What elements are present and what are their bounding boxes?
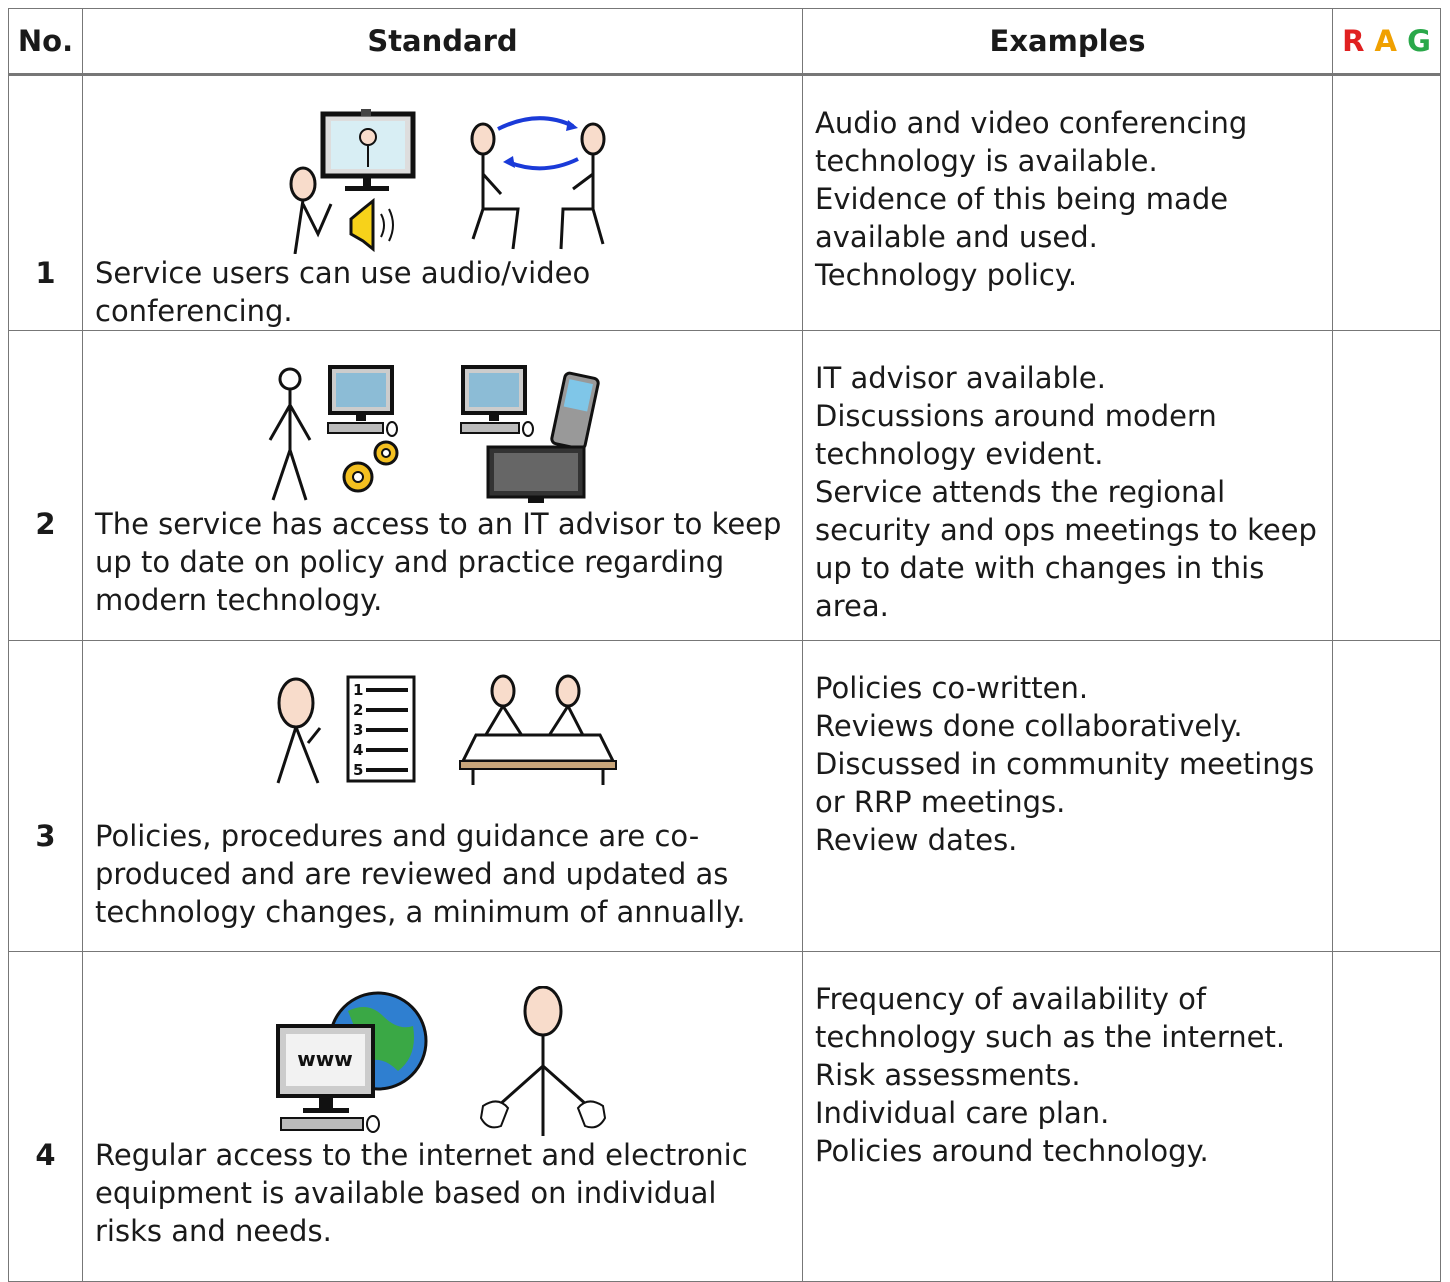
header-standard: Standard xyxy=(82,8,803,76)
list-number: 3 xyxy=(353,721,363,739)
row: 1 Service users can use audio/video conf… xyxy=(8,74,1441,331)
icon-policy-list: 1 2 3 4 5 xyxy=(276,675,415,784)
icon-devices xyxy=(459,365,600,503)
rag-cell xyxy=(1332,330,1441,641)
icon-talking xyxy=(470,116,605,250)
rag-cell xyxy=(1332,74,1441,331)
standard-cell: 1 2 3 4 5 Policies, procedures and guida… xyxy=(82,640,803,952)
example: Frequency of availability of technology … xyxy=(815,982,1286,1054)
standard-cell: The service has access to an IT advisor … xyxy=(82,330,803,641)
icon-it-advisor xyxy=(268,365,398,501)
example: Risk assessments. xyxy=(815,1058,1081,1092)
standard-cell: Service users can use audio/video confer… xyxy=(82,74,803,331)
list-number: 1 xyxy=(353,681,363,699)
list-number: 5 xyxy=(353,761,363,779)
row: 2 The service has access to an IT adviso… xyxy=(8,330,1441,641)
icon-text: www xyxy=(297,1047,352,1071)
header-rag: R A G xyxy=(1332,8,1441,76)
icon-internet: www xyxy=(275,991,427,1133)
examples-cell: Frequency of availability of technology … xyxy=(802,951,1333,1282)
example: Evidence of this being made available an… xyxy=(815,182,1229,254)
icon-co-production xyxy=(458,674,617,785)
icon-person xyxy=(479,986,606,1136)
rag-g: G xyxy=(1407,24,1431,58)
icons: 1 2 3 4 5 xyxy=(95,641,790,817)
example: Technology policy. xyxy=(815,258,1078,292)
row-number: 1 xyxy=(8,74,83,331)
icons: www xyxy=(95,952,790,1136)
example: Discussed in community meetings or RRP m… xyxy=(815,747,1315,819)
row-number: 4 xyxy=(8,951,83,1282)
example: Review dates. xyxy=(815,823,1018,857)
example: Audio and video conferencing technology … xyxy=(815,106,1248,178)
standard-text: Service users can use audio/video confer… xyxy=(95,256,591,328)
examples-cell: Policies co-written. Reviews done collab… xyxy=(802,640,1333,952)
standard-text: Regular access to the internet and elect… xyxy=(95,1138,748,1248)
rag-cell xyxy=(1332,640,1441,952)
standard-text: Policies, procedures and guidance are co… xyxy=(95,819,746,929)
examples-cell: Audio and video conferencing technology … xyxy=(802,74,1333,331)
icon-conference xyxy=(289,109,415,254)
rag-a: A xyxy=(1374,24,1397,58)
example: Reviews done collaboratively. xyxy=(815,709,1243,743)
examples-cell: IT advisor available. Discussions around… xyxy=(802,330,1333,641)
icons xyxy=(95,76,790,254)
example: Individual care plan. xyxy=(815,1096,1110,1130)
rag-cell xyxy=(1332,951,1441,1282)
icons xyxy=(95,331,790,505)
example: Policies around technology. xyxy=(815,1134,1209,1168)
row-number: 2 xyxy=(8,330,83,641)
rag-r: R xyxy=(1342,24,1365,58)
header-row: No. Standard Examples R A G xyxy=(8,8,1441,76)
standard-cell: www Regular access to the internet and e… xyxy=(82,951,803,1282)
row: 3 1 2 3 4 5 Policies, procedures and gui… xyxy=(8,640,1441,952)
page: No. Standard Examples R A G 1 Service us… xyxy=(8,8,1441,1282)
header-examples: Examples xyxy=(802,8,1333,76)
header-no: No. xyxy=(8,8,83,76)
example: IT advisor available. xyxy=(815,361,1106,395)
list-number: 2 xyxy=(353,701,363,719)
example: Policies co-written. xyxy=(815,671,1089,705)
row-number: 3 xyxy=(8,640,83,952)
standard-text: The service has access to an IT advisor … xyxy=(95,507,782,617)
example: Service attends the regional security an… xyxy=(815,475,1317,623)
row: 4 www Regular access to the internet and… xyxy=(8,951,1441,1282)
standards-table: No. Standard Examples R A G 1 Service us… xyxy=(8,8,1441,1282)
example: Discussions around modern technology evi… xyxy=(815,399,1217,471)
list-number: 4 xyxy=(353,741,363,759)
